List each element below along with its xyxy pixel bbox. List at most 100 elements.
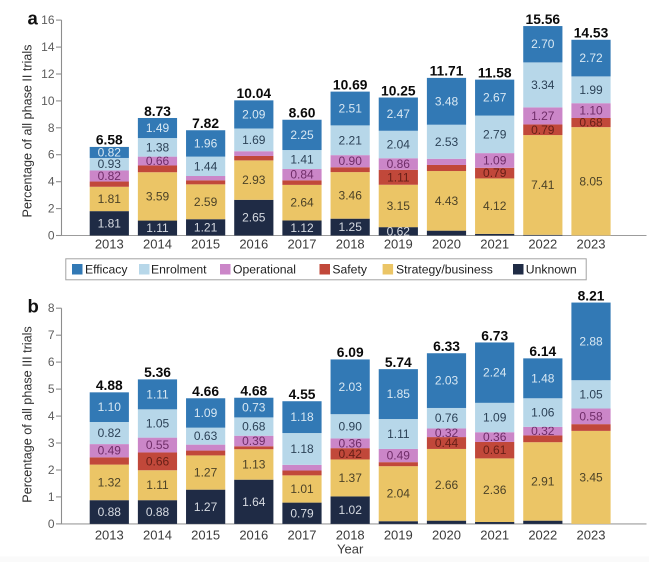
svg-text:Year: Year — [337, 542, 364, 557]
svg-text:1.02: 1.02 — [339, 503, 363, 517]
svg-text:2014: 2014 — [143, 237, 172, 252]
svg-text:0.49: 0.49 — [98, 444, 122, 458]
svg-text:0.82: 0.82 — [98, 426, 122, 440]
svg-text:2.66: 2.66 — [435, 478, 459, 492]
svg-text:2.21: 2.21 — [339, 133, 363, 147]
svg-text:0: 0 — [48, 517, 55, 531]
svg-text:0.58: 0.58 — [579, 409, 603, 423]
svg-text:10: 10 — [41, 94, 55, 108]
svg-text:4.55: 4.55 — [289, 387, 316, 402]
svg-text:4: 4 — [48, 409, 55, 423]
svg-text:2019: 2019 — [384, 237, 413, 252]
svg-text:16: 16 — [41, 13, 55, 27]
svg-text:2: 2 — [48, 202, 55, 216]
svg-text:0.82: 0.82 — [98, 169, 122, 183]
svg-text:1.11: 1.11 — [146, 221, 169, 235]
svg-text:2.67: 2.67 — [483, 91, 507, 105]
svg-text:1.11: 1.11 — [387, 427, 410, 441]
svg-text:0.88: 0.88 — [146, 505, 170, 519]
svg-text:10.25: 10.25 — [381, 83, 416, 98]
svg-text:2.36: 2.36 — [483, 483, 507, 497]
svg-text:0.32: 0.32 — [531, 424, 555, 438]
svg-text:Percentage of all phase II tri: Percentage of all phase II trials — [21, 45, 35, 218]
svg-text:0.61: 0.61 — [483, 443, 507, 457]
svg-text:8: 8 — [48, 121, 55, 135]
svg-text:1.44: 1.44 — [194, 159, 218, 173]
svg-text:1: 1 — [48, 490, 55, 504]
svg-text:6: 6 — [48, 148, 55, 162]
svg-text:6.14: 6.14 — [529, 344, 556, 359]
svg-text:b: b — [28, 296, 39, 317]
svg-text:0.36: 0.36 — [483, 430, 507, 444]
svg-text:0.55: 0.55 — [146, 438, 170, 452]
svg-text:0.68: 0.68 — [579, 116, 603, 130]
svg-text:1.81: 1.81 — [98, 192, 122, 206]
svg-text:3.46: 3.46 — [339, 188, 363, 202]
svg-text:Safety: Safety — [332, 262, 367, 276]
svg-text:1.37: 1.37 — [339, 471, 363, 485]
svg-text:2.64: 2.64 — [290, 196, 314, 210]
svg-text:2.03: 2.03 — [435, 374, 459, 388]
svg-text:2.04: 2.04 — [387, 487, 411, 501]
svg-text:2014: 2014 — [143, 528, 172, 543]
svg-text:14: 14 — [41, 40, 55, 54]
svg-text:0.76: 0.76 — [435, 411, 459, 425]
svg-text:0.93: 0.93 — [98, 157, 122, 171]
svg-text:1.09: 1.09 — [194, 406, 218, 420]
svg-text:0.36: 0.36 — [339, 436, 363, 450]
svg-text:15.56: 15.56 — [526, 12, 561, 27]
svg-text:3.34: 3.34 — [531, 78, 555, 92]
svg-text:4.12: 4.12 — [483, 199, 507, 213]
svg-text:2016: 2016 — [239, 237, 268, 252]
svg-text:8: 8 — [48, 301, 55, 315]
svg-text:10.69: 10.69 — [333, 77, 368, 92]
svg-text:1.49: 1.49 — [146, 121, 170, 135]
svg-text:0.63: 0.63 — [194, 429, 218, 443]
svg-text:1.85: 1.85 — [387, 387, 411, 401]
svg-text:Unknown: Unknown — [526, 262, 577, 276]
svg-text:1.18: 1.18 — [290, 442, 314, 456]
svg-text:2.53: 2.53 — [435, 135, 459, 149]
svg-text:2015: 2015 — [191, 528, 220, 543]
svg-text:1.25: 1.25 — [339, 220, 363, 234]
svg-text:4.68: 4.68 — [240, 384, 267, 399]
svg-text:7.41: 7.41 — [531, 178, 555, 192]
svg-text:5.74: 5.74 — [385, 355, 412, 370]
svg-text:5.36: 5.36 — [144, 365, 171, 380]
svg-text:0.66: 0.66 — [146, 154, 170, 168]
svg-text:4: 4 — [48, 175, 55, 189]
svg-text:8.60: 8.60 — [289, 106, 316, 121]
svg-text:2019: 2019 — [384, 528, 413, 543]
svg-text:2.04: 2.04 — [387, 138, 411, 152]
svg-text:2022: 2022 — [528, 237, 557, 252]
svg-text:1.96: 1.96 — [194, 136, 218, 150]
svg-text:2020: 2020 — [432, 237, 461, 252]
svg-text:1.01: 1.01 — [290, 482, 314, 496]
svg-text:0.44: 0.44 — [435, 436, 459, 450]
svg-text:7.82: 7.82 — [192, 116, 219, 131]
svg-text:0.66: 0.66 — [146, 454, 170, 468]
svg-text:2.91: 2.91 — [531, 474, 555, 488]
svg-text:4.43: 4.43 — [435, 194, 459, 208]
svg-text:0.90: 0.90 — [339, 154, 363, 168]
svg-text:11.71: 11.71 — [430, 64, 464, 79]
svg-text:2.59: 2.59 — [194, 195, 218, 209]
svg-text:Operational: Operational — [233, 262, 296, 276]
svg-text:1.27: 1.27 — [194, 466, 218, 480]
svg-text:6.73: 6.73 — [481, 328, 508, 343]
svg-text:2021: 2021 — [480, 528, 509, 543]
svg-text:2015: 2015 — [191, 237, 220, 252]
svg-text:1.48: 1.48 — [531, 371, 555, 385]
svg-text:1.09: 1.09 — [483, 411, 507, 425]
svg-text:2.24: 2.24 — [483, 366, 507, 380]
svg-text:6.58: 6.58 — [96, 133, 123, 148]
svg-text:8.05: 8.05 — [579, 174, 603, 188]
svg-text:2.72: 2.72 — [579, 51, 603, 65]
svg-text:3.59: 3.59 — [146, 189, 170, 203]
svg-text:1.41: 1.41 — [290, 153, 314, 167]
svg-text:2020: 2020 — [432, 528, 461, 543]
svg-text:1.09: 1.09 — [483, 154, 507, 168]
svg-text:1.12: 1.12 — [290, 221, 314, 235]
svg-text:0.82: 0.82 — [98, 146, 122, 160]
svg-text:2023: 2023 — [577, 237, 606, 252]
